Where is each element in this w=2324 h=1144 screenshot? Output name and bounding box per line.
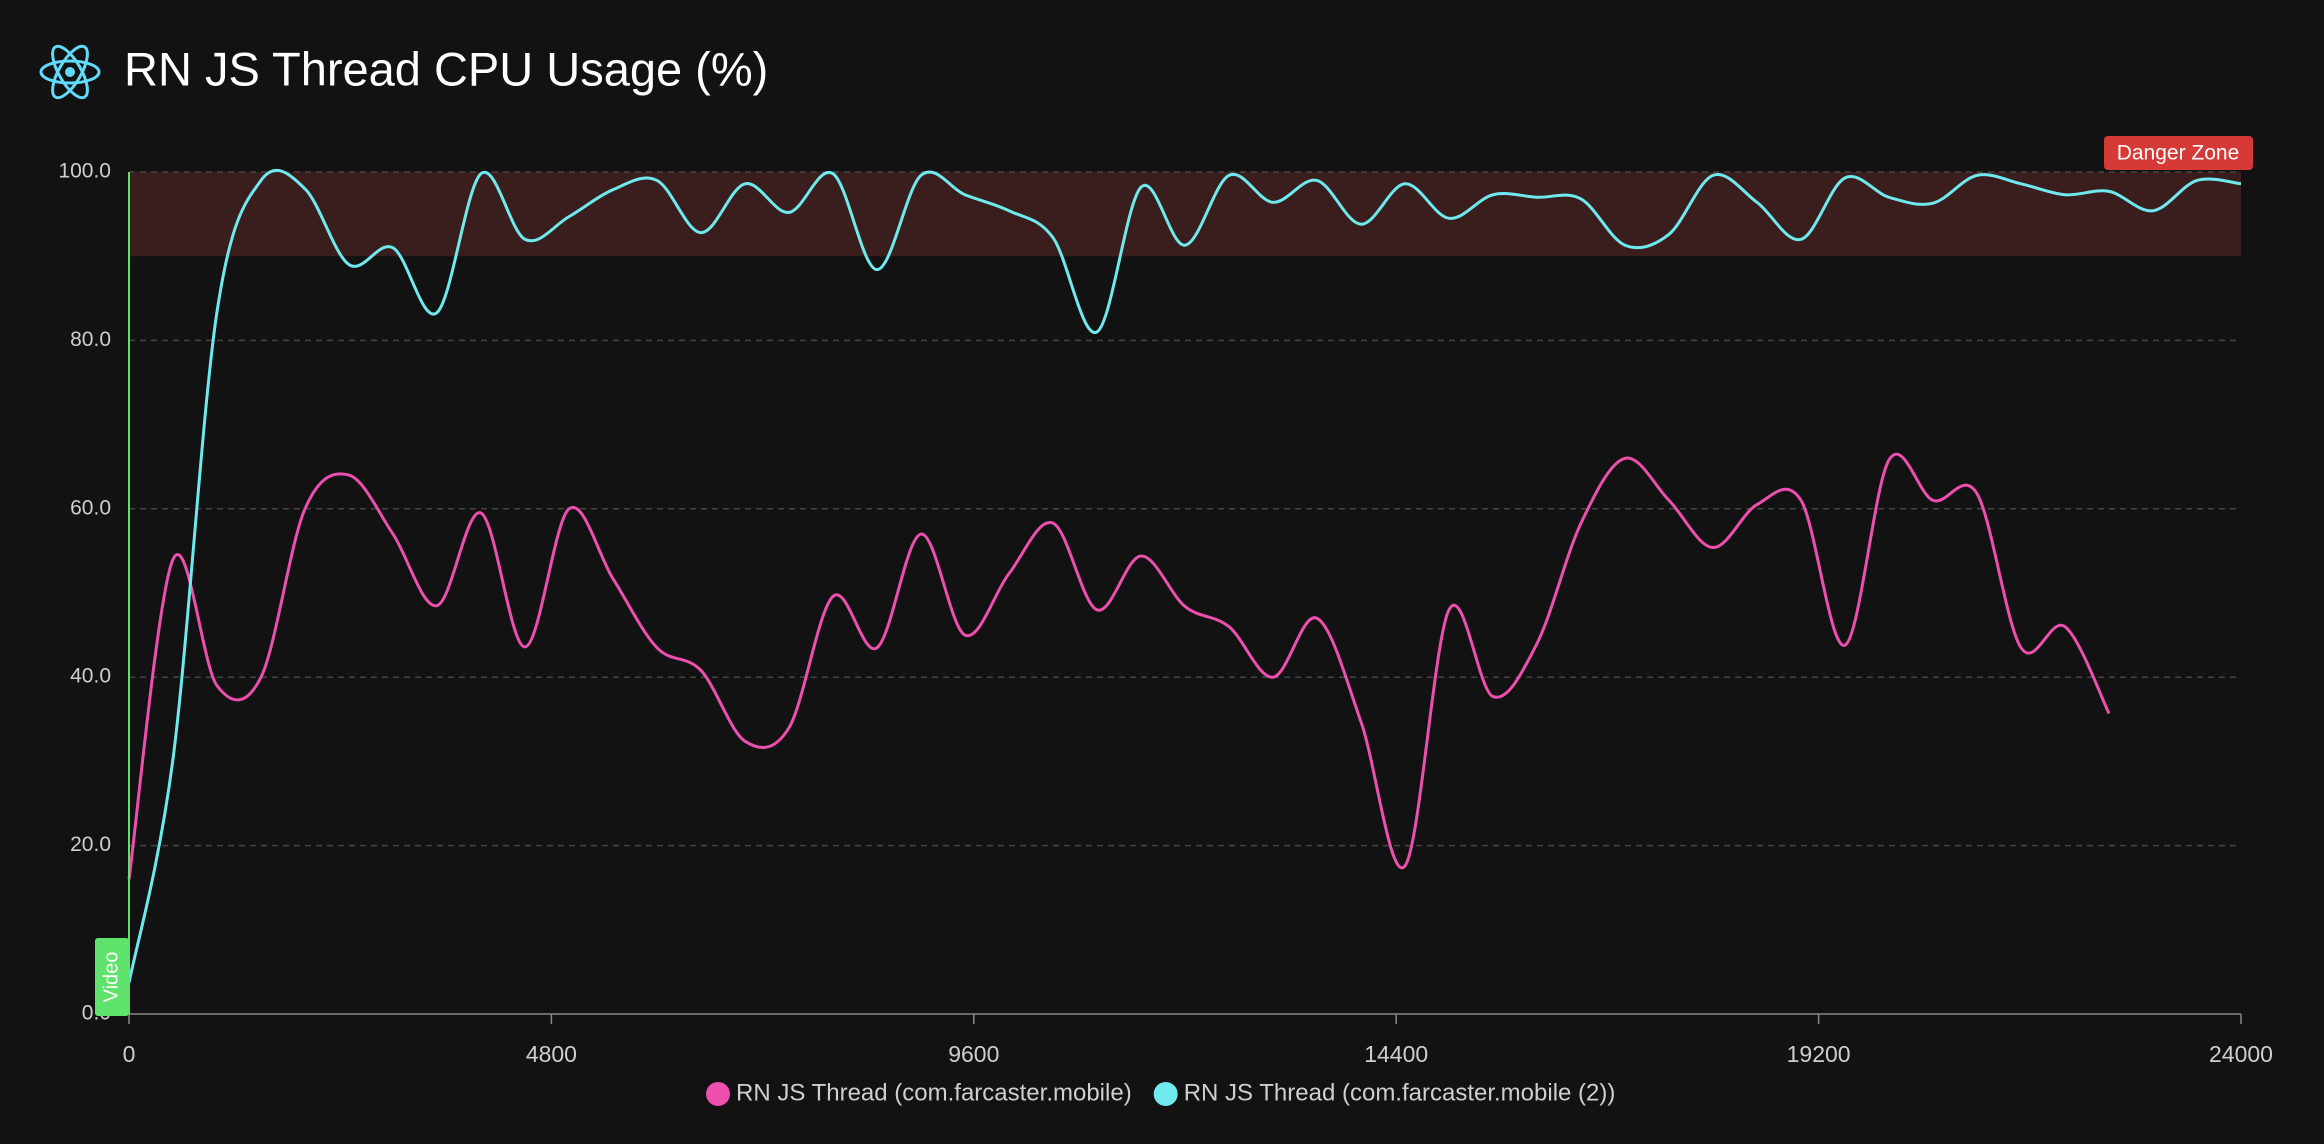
y-tick-label: 100.0 <box>58 160 111 183</box>
legend-swatch <box>706 1082 730 1106</box>
y-tick-label: 60.0 <box>70 496 111 519</box>
react-icon <box>39 44 101 100</box>
series-line <box>127 168 2242 984</box>
x-tick-label: 14400 <box>1364 1041 1428 1067</box>
legend-swatch <box>1153 1082 1178 1106</box>
y-tick-label: 80.0 <box>70 328 111 351</box>
y-tick-label: 40.0 <box>70 665 111 688</box>
series-line <box>127 452 2111 880</box>
chart-title: RN JS Thread CPU Usage (%) <box>124 42 768 95</box>
x-tick-label: 24000 <box>2209 1041 2273 1067</box>
danger-label: Danger Zone <box>2104 136 2253 170</box>
x-tick-label: 9600 <box>948 1041 999 1067</box>
legend-label: RN JS Thread (com.farcaster.mobile (2)) <box>1184 1079 1616 1106</box>
danger-label-box <box>2104 136 2253 170</box>
y-tick-label: 20.0 <box>70 833 111 856</box>
danger-zone <box>129 172 2241 257</box>
x-tick-label: 19200 <box>1787 1041 1851 1067</box>
x-tick-label: 0 <box>123 1041 136 1067</box>
legend-label: RN JS Thread (com.farcaster.mobile) <box>736 1079 1132 1106</box>
video-marker-label: Video <box>100 952 122 1003</box>
x-tick-label: 4800 <box>526 1041 577 1067</box>
video-marker-box <box>95 938 129 1016</box>
danger-label-text: Danger Zone <box>2117 142 2240 165</box>
